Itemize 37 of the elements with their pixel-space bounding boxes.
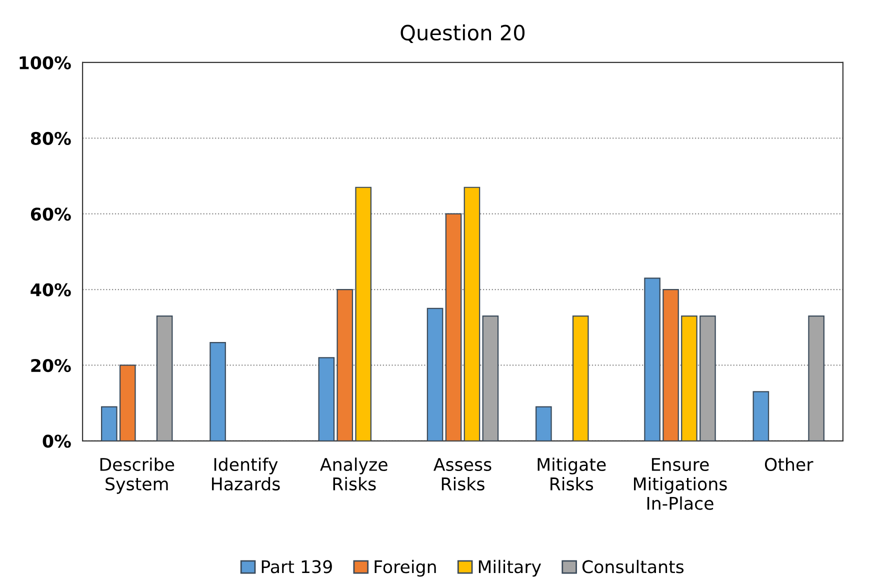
x-tick-label: Other — [764, 458, 814, 472]
bar — [426, 308, 444, 441]
x-tick-label: Ensure Mitigations In-Place — [634, 458, 727, 510]
bar — [700, 315, 716, 441]
chart-title: Question 20 — [400, 24, 525, 43]
x-tick-label: Mitigate Risks — [538, 458, 606, 490]
bar — [662, 288, 679, 441]
y-tick-label: 0% — [42, 434, 71, 448]
x-tick-label: Identify Hazards — [212, 458, 280, 490]
bar — [355, 186, 372, 441]
bar — [482, 315, 499, 441]
bar — [808, 315, 824, 441]
bar — [681, 315, 698, 441]
y-tick-label: 20% — [31, 358, 71, 372]
legend-label: Part 139 — [262, 560, 332, 574]
bar — [572, 315, 589, 441]
x-tick-label: Analyze Risks — [320, 458, 388, 490]
bar — [156, 315, 173, 441]
y-tick-label: 60% — [30, 208, 71, 221]
x-tick-label: Assess Risks — [434, 458, 492, 490]
y-tick-label: 100% — [20, 56, 71, 70]
bar — [445, 213, 462, 441]
bar — [318, 357, 335, 441]
x-tick-label: Describe System — [100, 458, 174, 494]
bar — [464, 186, 480, 441]
bar — [336, 288, 354, 441]
bar — [752, 391, 770, 441]
legend-label: Foreign — [374, 560, 436, 577]
bar — [119, 364, 136, 441]
bar — [101, 406, 118, 441]
legend-label: Military — [478, 560, 542, 577]
y-tick-label: 40% — [30, 283, 71, 296]
bar — [210, 342, 226, 441]
bar — [536, 406, 552, 441]
bar — [644, 278, 660, 441]
y-tick-label: 80% — [30, 132, 71, 146]
legend-label: Consultants — [582, 560, 684, 574]
